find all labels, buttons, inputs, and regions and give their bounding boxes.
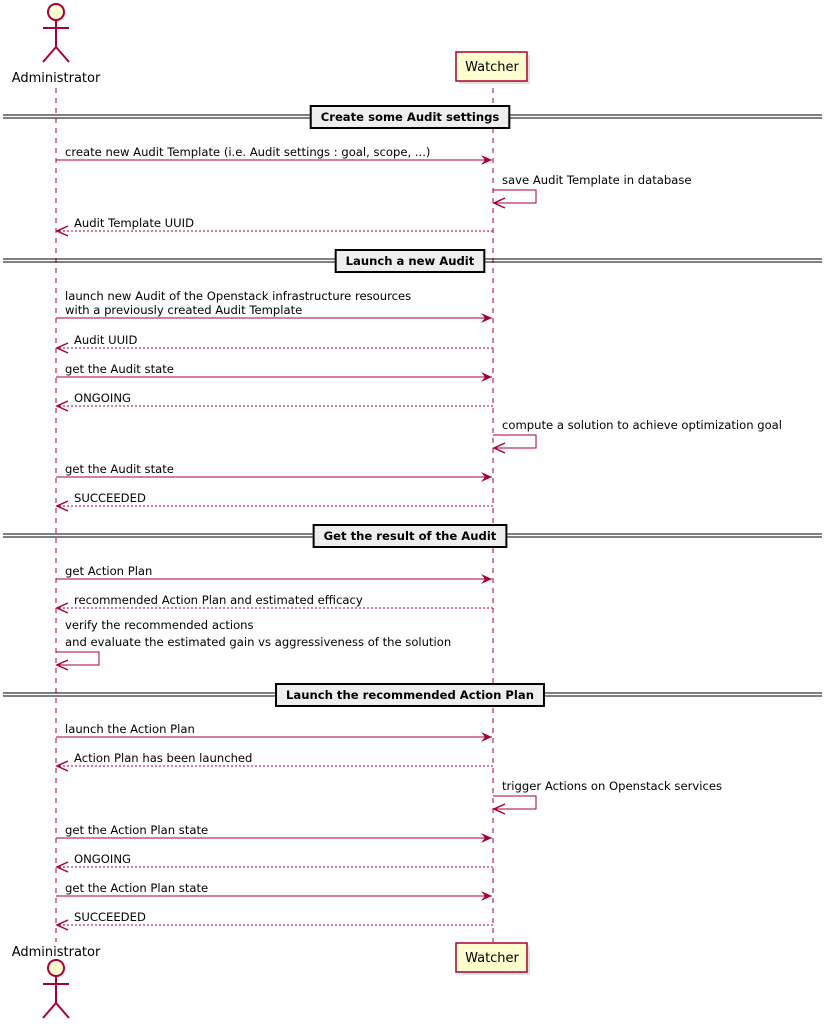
message: get the Action Plan state [56, 881, 492, 901]
message-text: get the Action Plan state [65, 881, 208, 895]
message-text: get the Audit state [65, 362, 174, 376]
message: get the Audit state [56, 462, 492, 482]
message-text: SUCCEEDED [74, 910, 146, 924]
section-divider: Create some Audit settings [3, 105, 822, 129]
divider-box [312, 524, 508, 548]
arrowhead-icon [55, 602, 69, 614]
return-message: Action Plan has been launched [55, 751, 493, 772]
arrowhead-icon [55, 760, 69, 772]
arrowhead-icon [55, 861, 69, 873]
self-message: trigger Actions on Openstack services [492, 779, 722, 815]
divider-box [334, 249, 486, 273]
message: get the Action Plan state [56, 823, 492, 843]
arrowhead-icon [481, 732, 492, 742]
message: get Action Plan [56, 564, 492, 584]
self-message: save Audit Template in database [492, 173, 692, 209]
participant-watcher-bottom[interactable]: Watcher [455, 942, 530, 975]
message-text: with a previously created Audit Template [65, 303, 302, 317]
message-text: verify the recommended actions [65, 618, 254, 632]
message-text: SUCCEEDED [74, 491, 146, 505]
arrowhead-icon [481, 372, 492, 382]
message-text: Audit UUID [74, 333, 137, 347]
message-text: get the Audit state [65, 462, 174, 476]
return-message: Audit UUID [55, 333, 493, 354]
divider-label: Get the result of the Audit [324, 529, 497, 543]
return-message: recommended Action Plan and estimated ef… [55, 593, 493, 614]
arrowhead-icon [492, 197, 506, 209]
message-text: Action Plan has been launched [74, 751, 252, 765]
return-message: ONGOING [55, 391, 493, 412]
actor-administrator-top[interactable]: Administrator [12, 3, 101, 86]
message-text: launch new Audit of the Openstack infras… [65, 289, 411, 303]
actor-label: Administrator [12, 71, 101, 86]
arrowhead-icon [481, 155, 492, 165]
message-text: launch the Action Plan [65, 722, 195, 736]
actor-label: Administrator [12, 945, 101, 960]
arrowhead-icon [481, 313, 492, 323]
divider-label: Create some Audit settings [321, 110, 500, 124]
message-text: save Audit Template in database [502, 173, 692, 187]
divider-label: Launch the recommended Action Plan [286, 688, 534, 702]
section-divider: Get the result of the Audit [3, 524, 822, 548]
section-divider: Launch the recommended Action Plan [3, 683, 822, 707]
message-text: compute a solution to achieve optimizati… [502, 418, 782, 432]
arrowhead-icon [55, 919, 69, 931]
message-text: create new Audit Template (i.e. Audit se… [65, 145, 430, 159]
return-message: Audit Template UUID [55, 216, 493, 237]
divider-label: Launch a new Audit [346, 254, 475, 268]
actor-administrator-bottom[interactable]: Administrator [12, 945, 101, 1019]
section-divider: Launch a new Audit [3, 249, 822, 273]
return-message: ONGOING [55, 852, 493, 873]
actor-head [47, 959, 65, 977]
arrowhead-icon [481, 574, 492, 584]
message: launch new Audit of the Openstack infras… [56, 289, 492, 323]
arrowhead-icon [492, 442, 506, 454]
participant-watcher-top[interactable]: Watcher [455, 51, 530, 84]
actor-body [42, 976, 70, 1019]
actor-head [47, 3, 65, 21]
arrowhead-icon [55, 225, 69, 237]
arrowhead-icon [55, 500, 69, 512]
message: launch the Action Plan [56, 722, 492, 742]
actor-body [42, 20, 70, 63]
arrowhead-icon [492, 803, 506, 815]
participant-box [455, 51, 528, 82]
divider-box [275, 683, 545, 707]
message-text: get Action Plan [65, 564, 152, 578]
self-message: compute a solution to achieve optimizati… [492, 418, 782, 454]
message-text: and evaluate the estimated gain vs aggre… [65, 635, 451, 649]
message-text: ONGOING [74, 391, 131, 405]
participant-label: Watcher [465, 951, 519, 966]
arrowhead-icon [55, 659, 69, 671]
message-text: get the Action Plan state [65, 823, 208, 837]
message-text: ONGOING [74, 852, 131, 866]
message-text: trigger Actions on Openstack services [502, 779, 722, 793]
divider-box [309, 105, 511, 129]
arrowhead-icon [481, 891, 492, 901]
participant-label: Watcher [465, 60, 519, 75]
arrowhead-icon [481, 472, 492, 482]
message-text: recommended Action Plan and estimated ef… [74, 593, 363, 607]
self-message: verify the recommended actions and evalua… [55, 618, 451, 671]
arrowhead-icon [481, 833, 492, 843]
arrowhead-icon [55, 342, 69, 354]
message: get the Audit state [56, 362, 492, 382]
message-text: Audit Template UUID [74, 216, 194, 230]
participant-box [455, 942, 528, 973]
return-message: SUCCEEDED [55, 910, 493, 931]
return-message: SUCCEEDED [55, 491, 493, 512]
message: create new Audit Template (i.e. Audit se… [56, 145, 492, 165]
arrowhead-icon [55, 400, 69, 412]
